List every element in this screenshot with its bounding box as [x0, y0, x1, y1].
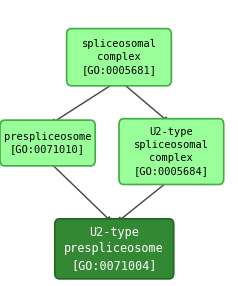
FancyBboxPatch shape — [67, 29, 171, 86]
Text: U2-type
prespliceosome
[GO:0071004]: U2-type prespliceosome [GO:0071004] — [64, 226, 164, 272]
Text: spliceosomal
complex
[GO:0005681]: spliceosomal complex [GO:0005681] — [81, 39, 157, 75]
Text: prespliceosome
[GO:0071010]: prespliceosome [GO:0071010] — [4, 132, 91, 154]
FancyBboxPatch shape — [0, 120, 95, 166]
Text: U2-type
spliceosomal
complex
[GO:0005684]: U2-type spliceosomal complex [GO:0005684… — [134, 127, 209, 176]
FancyBboxPatch shape — [55, 219, 174, 279]
FancyBboxPatch shape — [119, 119, 224, 184]
